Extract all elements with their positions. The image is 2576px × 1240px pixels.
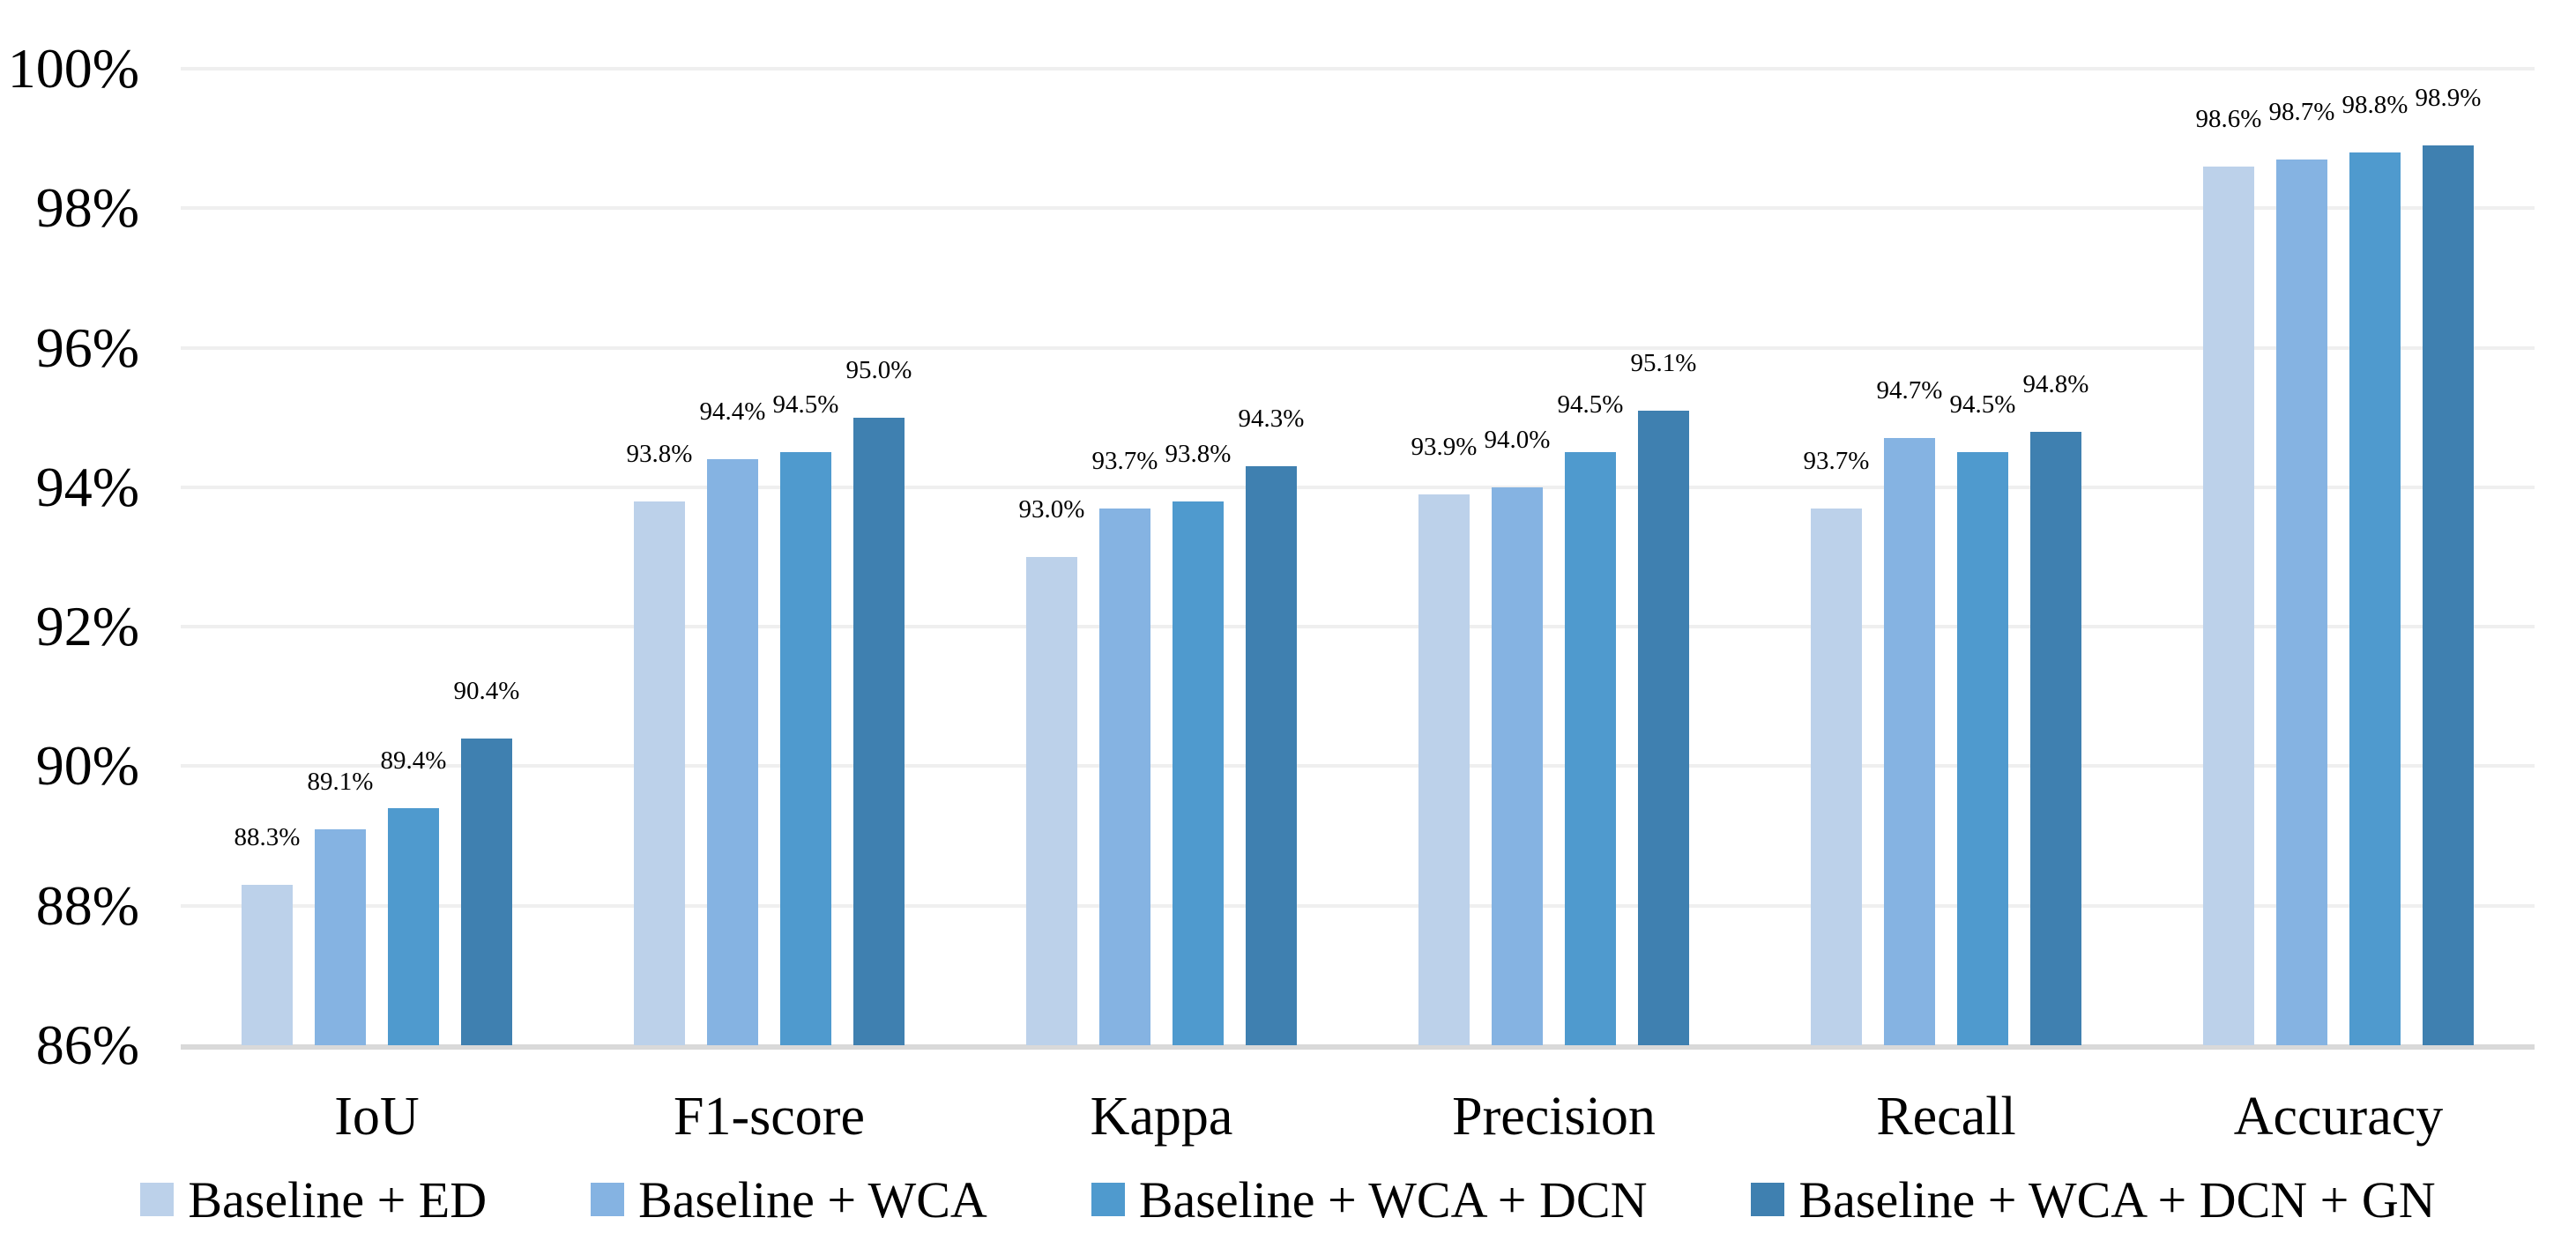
bar (853, 417, 905, 1045)
category-label: IoU (334, 1087, 420, 1147)
y-tick-label: 88% (35, 873, 139, 937)
y-tick-label: 92% (35, 595, 139, 658)
legend: Baseline + ED Baseline + WCA Baseline + WC… (0, 1162, 2576, 1237)
bar (2276, 159, 2327, 1045)
legend-swatch-icon (591, 1183, 625, 1216)
legend-label: Baseline + WCA + DCN + GN (1798, 1170, 2436, 1229)
bar-value-label: 95.1% (1630, 348, 1697, 377)
bar (1638, 410, 1689, 1045)
bar-value-label: 93.7% (1803, 446, 1870, 475)
y-tick-label: 90% (35, 734, 139, 798)
bar-value-label: 93.7% (1091, 446, 1158, 475)
bar (315, 828, 366, 1045)
legend-label: Baseline + WCA (638, 1170, 987, 1229)
category-label: Accuracy (2233, 1087, 2444, 1147)
bar-value-label: 98.9% (2415, 84, 2482, 113)
bar-value-label: 98.6% (2195, 104, 2262, 133)
bar (2349, 152, 2401, 1045)
bar (1565, 452, 1616, 1045)
bar (1884, 438, 1935, 1045)
legend-swatch-icon (1091, 1183, 1125, 1216)
legend-swatch-icon (140, 1183, 175, 1216)
bar-value-label: 98.8% (2341, 90, 2408, 119)
bar-value-label: 94.7% (1876, 376, 1943, 405)
bar (1026, 557, 1077, 1045)
bar (1173, 501, 1224, 1045)
bar (780, 452, 831, 1045)
bar (707, 459, 758, 1045)
legend-item: Baseline + WCA + DCN + GN (1751, 1170, 2436, 1229)
gridline (181, 903, 2535, 908)
bar (2030, 431, 2081, 1045)
y-tick-label: 94% (35, 455, 139, 518)
bar-value-label: 94.5% (1949, 390, 2016, 420)
category-label: Recall (1876, 1087, 2016, 1147)
bar (2203, 166, 2254, 1045)
x-axis-line (181, 1044, 2535, 1050)
legend-item: Baseline + WCA + DCN (1091, 1170, 1648, 1229)
bar-value-label: 93.8% (626, 439, 693, 468)
bar-value-label: 93.0% (1018, 495, 1085, 523)
bar-value-label: 94.8% (2022, 369, 2089, 398)
y-tick-label: 96% (35, 316, 139, 379)
y-tick-label: 98% (35, 176, 139, 240)
bar-value-label: 93.9% (1411, 432, 1478, 461)
y-tick-label: 100% (7, 37, 139, 100)
bar-value-label: 94.3% (1238, 405, 1305, 434)
y-tick-label: 86% (35, 1014, 139, 1076)
bar-value-label: 93.8% (1165, 439, 1232, 468)
bar-value-label: 88.3% (234, 822, 301, 851)
category-label: Precision (1452, 1087, 1656, 1147)
legend-label: Baseline + ED (188, 1170, 488, 1229)
legend-item: Baseline + WCA (591, 1170, 987, 1229)
bar-value-label: 89.4% (380, 746, 447, 775)
gridline (181, 485, 2535, 489)
gridline (181, 345, 2535, 350)
category-label: Kappa (1090, 1087, 1233, 1147)
bar-value-label: 94.5% (1557, 390, 1624, 420)
legend-swatch-icon (1751, 1183, 1785, 1216)
bar-value-label: 89.1% (307, 767, 374, 796)
gridline (181, 67, 2535, 71)
bar (461, 738, 512, 1045)
bar (1811, 508, 1862, 1045)
gridline (181, 764, 2535, 769)
category-label: F1-score (674, 1087, 865, 1147)
bar (634, 501, 685, 1045)
bar-value-label: 94.0% (1484, 425, 1551, 454)
bar (1957, 452, 2008, 1045)
bar-value-label: 95.0% (845, 355, 912, 384)
bar (1492, 486, 1543, 1045)
bar-value-label: 90.4% (453, 676, 520, 705)
bar (242, 884, 293, 1045)
bar (1246, 466, 1297, 1045)
bar-value-label: 98.7% (2268, 97, 2335, 126)
gridline (181, 625, 2535, 629)
bar-value-label: 94.4% (699, 397, 766, 427)
legend-item: Baseline + ED (140, 1170, 487, 1229)
bar (1099, 508, 1150, 1045)
bar (2423, 145, 2474, 1045)
gridline (181, 206, 2535, 211)
bar (388, 807, 439, 1045)
bar (1418, 494, 1470, 1045)
bar-value-label: 94.5% (772, 390, 839, 420)
legend-label: Baseline + WCA + DCN (1138, 1170, 1648, 1229)
